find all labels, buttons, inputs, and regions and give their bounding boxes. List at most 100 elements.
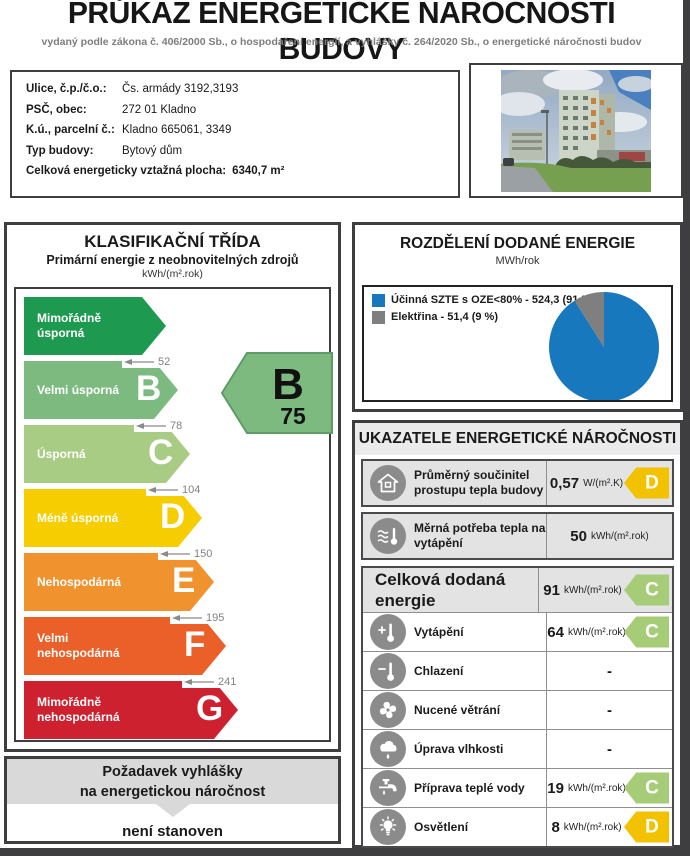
thermometer-minus-icon bbox=[370, 653, 406, 689]
indicator-label: Osvětlení bbox=[414, 819, 469, 834]
indicator-value-cell: 50 kWh/(m².rok) bbox=[546, 514, 672, 558]
requirement-title-line2: na energetickou náročnost bbox=[79, 783, 266, 800]
class-arrow-d: Méně úsporná bbox=[24, 489, 202, 547]
parcel-value: Kladno 665061, 3349 bbox=[122, 124, 232, 136]
info-row-parcel: K.ú., parcelní č.: Kladno 665061, 3349 bbox=[26, 124, 458, 136]
left-arrow-icon bbox=[172, 615, 202, 621]
classification-unit: kWh/(m².rok) bbox=[142, 268, 203, 280]
class-bound-b: 78 bbox=[134, 420, 185, 432]
legend-label-electricity: Elektřina - 51,4 (9 %) bbox=[391, 311, 498, 323]
building-type-value: Bytový dům bbox=[122, 144, 183, 157]
class-row-a: Mimořádně úsporná A 52 bbox=[24, 297, 321, 368]
indicator-unit: kWh/(m².rok) bbox=[590, 530, 649, 542]
class-letter-g: G bbox=[196, 689, 224, 729]
indicators-panel: UKAZATELE ENERGETICKÉ NÁROČNOSTI Průměrn… bbox=[352, 420, 683, 848]
indicator-value: 8 bbox=[551, 818, 560, 836]
left-arrow-icon bbox=[124, 359, 154, 365]
class-bound-e: 195 bbox=[170, 612, 227, 624]
area-value: 6340,7 m² bbox=[232, 165, 285, 177]
building-type-label: Typ budovy: bbox=[26, 144, 94, 157]
class-bound-a-value: 52 bbox=[158, 356, 171, 368]
current-class-indicator: B 75 bbox=[220, 352, 333, 434]
class-letter-f: F bbox=[184, 625, 206, 665]
current-class-arrow bbox=[220, 352, 333, 434]
class-letter-b: B bbox=[136, 369, 161, 409]
indicator-row-u-value: Průměrný součinitel prostupu tepla budov… bbox=[363, 461, 672, 505]
pie-chart bbox=[545, 288, 663, 400]
indicator-unit: W/(m².K) bbox=[583, 477, 624, 489]
indicator-value-cell: 91 kWh/(m².rok) C bbox=[538, 568, 672, 612]
heat-waves-thermometer-icon bbox=[370, 518, 406, 554]
indicator-value: 50 bbox=[570, 527, 587, 545]
indicator-value-cell: - bbox=[546, 652, 672, 690]
street-value: Čs. armády 3192,3193 bbox=[122, 83, 239, 95]
indicator-label: Celková dodaná energie bbox=[375, 569, 506, 610]
class-row-d: Méně úsporná D 150 bbox=[24, 489, 321, 560]
class-label-a: Mimořádně úsporná bbox=[37, 311, 102, 340]
indicator-row-total-delivered: Celková dodaná energie 91 kWh/(m².rok) C bbox=[363, 568, 672, 612]
class-bound-c: 104 bbox=[146, 484, 203, 496]
indicator-row-ventilation: Nucené větrání - bbox=[363, 690, 672, 729]
cloud-droplet-icon bbox=[370, 731, 406, 767]
indicator-value: - bbox=[607, 662, 612, 680]
class-arrow-g: Mimořádně nehospodárná bbox=[24, 681, 238, 739]
pie-chart-svg bbox=[549, 292, 660, 400]
legend-item-szte: Účinná SZTE s OZE<80% - 524,3 (91 %) bbox=[372, 294, 595, 307]
class-bound-d: 150 bbox=[158, 548, 215, 560]
requirement-value: není stanoven bbox=[122, 823, 223, 840]
info-row-area: Celková energeticky vztažná plocha: 6340,… bbox=[26, 165, 458, 177]
left-arrow-icon bbox=[184, 679, 214, 685]
left-arrow-icon bbox=[136, 423, 166, 429]
indicator-value-cell: 19 kWh/(m².rok) C bbox=[546, 769, 672, 807]
requirement-title: Požadavek vyhlášky na energetickou nároč… bbox=[7, 759, 338, 804]
info-row-city: PSČ, obec: 272 01 Kladno bbox=[26, 104, 458, 116]
energy-distribution-chart-box: Účinná SZTE s OZE<80% - 524,3 (91 %) Ele… bbox=[362, 285, 673, 402]
indicator-label: Vytápění bbox=[414, 624, 464, 639]
page-edge-right bbox=[683, 0, 690, 856]
class-arrow-a: Mimořádně úsporná bbox=[24, 297, 166, 355]
class-label-d: Méně úsporná bbox=[37, 510, 119, 525]
class-bound-f-value: 241 bbox=[218, 676, 237, 688]
indicator-row-humidity: Úprava vlhkosti - bbox=[363, 729, 672, 768]
left-arrow-icon bbox=[160, 551, 190, 557]
energy-distribution-panel: ROZDĚLENÍ DODANÉ ENERGIE MWh/rok Účinná … bbox=[352, 222, 683, 412]
city-value: 272 01 Kladno bbox=[122, 103, 197, 116]
current-class-value: 75 bbox=[280, 403, 306, 429]
indicator-label: Nucené větrání bbox=[414, 702, 501, 717]
legend-item-electricity: Elektřina - 51,4 (9 %) bbox=[372, 311, 595, 324]
pie-slice-szte bbox=[549, 292, 660, 400]
indicator-value: 19 bbox=[547, 779, 564, 797]
class-label-c: Úsporná bbox=[37, 446, 86, 461]
indicator-value-cell: 0,57 W/(m².K) D bbox=[546, 461, 672, 505]
indicator-label: Úprava vlhkosti bbox=[414, 741, 504, 756]
class-letter-e: E bbox=[172, 561, 196, 601]
indicator-label: Měrná potřeba tepla na vytápění bbox=[414, 521, 546, 550]
city-label: PSČ, obec: bbox=[26, 103, 87, 116]
indicator-value-cell: 64 kWh/(m².rok) C bbox=[546, 613, 672, 651]
class-arrow-f: Velmi nehospodárná bbox=[24, 617, 226, 675]
energy-distribution-unit: MWh/rok bbox=[495, 255, 540, 267]
faucet-icon bbox=[370, 770, 406, 806]
class-badge: D bbox=[624, 811, 669, 843]
indicator-value-cell: - bbox=[546, 691, 672, 729]
indicator-row-lighting: Osvětlení 8 kWh/(m².rok) D bbox=[363, 807, 672, 846]
class-label-b: Velmi úsporná bbox=[37, 382, 120, 397]
info-row-type: Typ budovy: Bytový dům bbox=[26, 145, 458, 157]
class-label-f: Velmi nehospodárná bbox=[37, 631, 120, 660]
class-letter-c: C bbox=[148, 433, 174, 473]
classification-scale-box: Mimořádně úsporná A 52 Velmi úsporná B bbox=[14, 287, 333, 742]
indicator-value: 0,57 bbox=[549, 474, 580, 492]
class-bound-b-value: 78 bbox=[170, 420, 183, 432]
class-badge: C bbox=[624, 772, 669, 804]
class-bound-f: 241 bbox=[182, 676, 239, 688]
house-icon bbox=[370, 465, 406, 501]
class-bound-a: 52 bbox=[122, 356, 173, 368]
class-badge: D bbox=[624, 467, 669, 499]
class-letter-a: A bbox=[259, 305, 285, 345]
class-badge: C bbox=[624, 616, 669, 648]
indicators-title: UKAZATELE ENERGETICKÉ NÁROČNOSTI bbox=[355, 423, 680, 455]
class-row-e: Nehospodárná E 195 bbox=[24, 553, 321, 624]
indicator-unit: kWh/(m².rok) bbox=[563, 821, 622, 833]
class-label-g: Mimořádně nehospodárná bbox=[37, 695, 120, 724]
energy-distribution-title: ROZDĚLENÍ DODANÉ ENERGIE bbox=[399, 235, 636, 252]
